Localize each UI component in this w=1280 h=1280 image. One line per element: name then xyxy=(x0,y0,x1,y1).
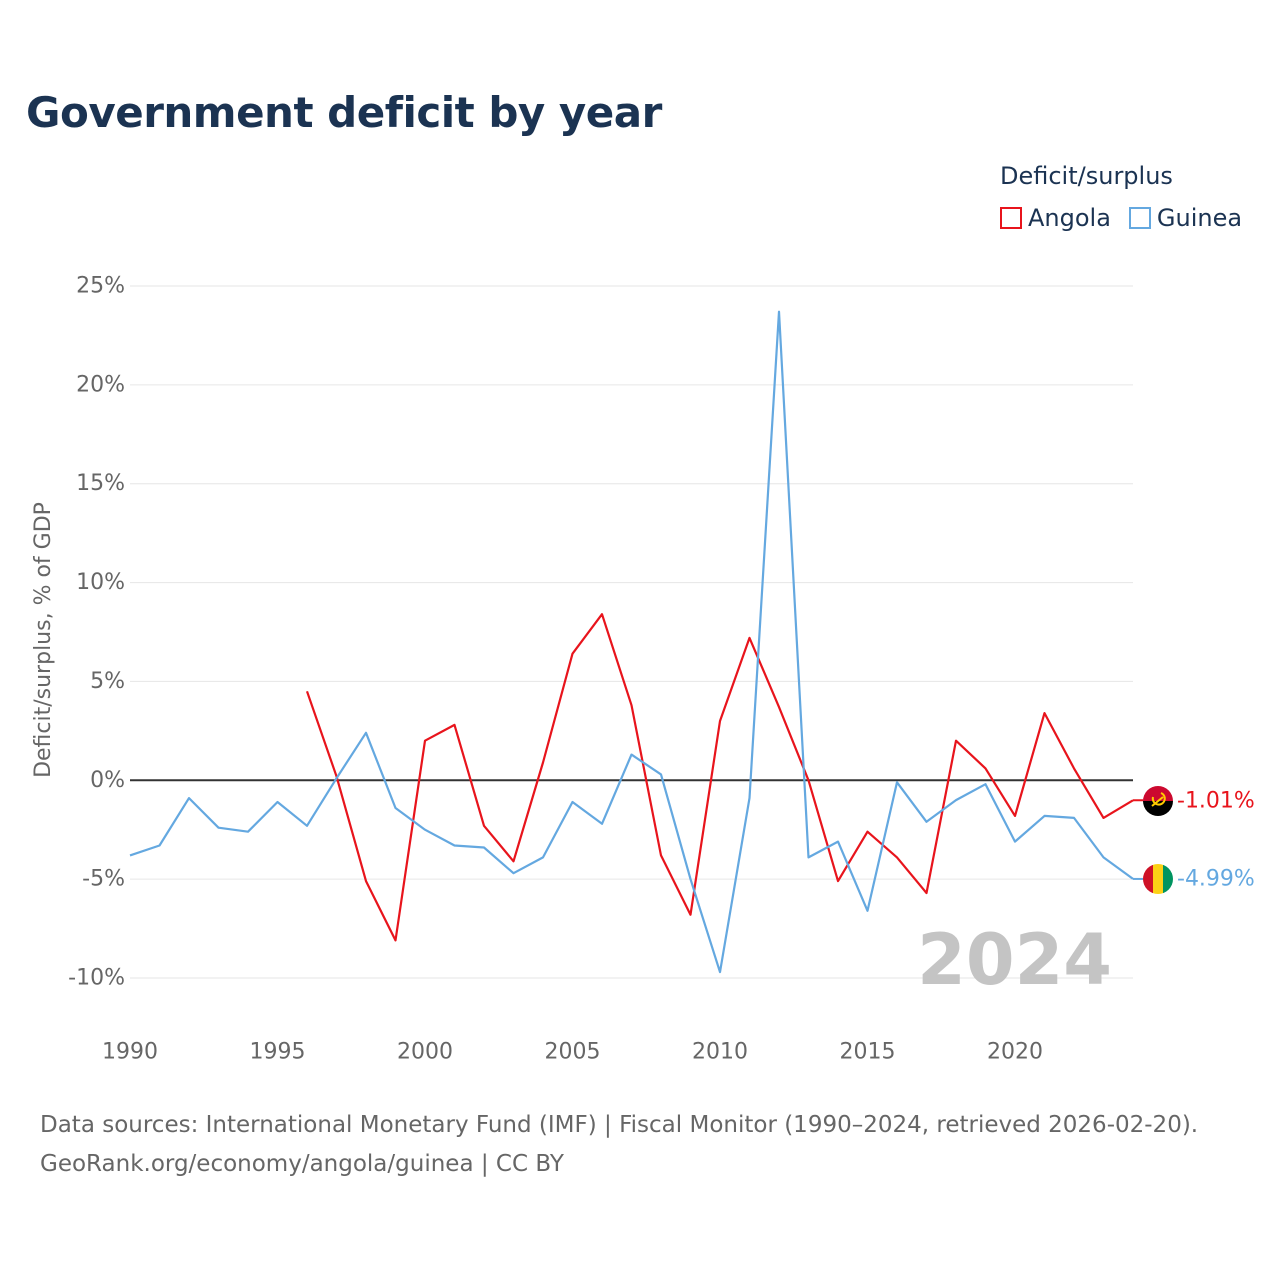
legend-title: Deficit/surplus xyxy=(1000,162,1173,190)
x-tick-label: 1990 xyxy=(102,1040,158,1065)
y-tick-label: 20% xyxy=(76,372,125,397)
legend-label-guinea: Guinea xyxy=(1156,204,1243,232)
series-group xyxy=(129,310,1143,974)
legend-item-angola[interactable]: Angola xyxy=(1000,204,1111,232)
legend: Deficit/surplus Angola Guinea xyxy=(1000,162,1260,232)
guinea-flag-icon xyxy=(1143,864,1173,894)
y-tick-label: 5% xyxy=(90,669,125,694)
chart-title: Government deficit by year xyxy=(26,88,662,137)
y-tick-label: 15% xyxy=(76,471,125,496)
attribution-link[interactable]: GeoRank.org/economy/angola/guinea | CC B… xyxy=(40,1151,564,1177)
x-tick-label: 2010 xyxy=(692,1040,748,1065)
x-tick-label: 1995 xyxy=(250,1040,306,1065)
legend-swatch-guinea xyxy=(1128,207,1151,229)
series-line-angola[interactable] xyxy=(305,613,1134,942)
y-axis-ticks: 25% 20% 15% 10% 5% 0% -5% -10% xyxy=(68,274,125,991)
legend-swatch-angola xyxy=(1000,207,1022,229)
y-tick-label: 10% xyxy=(76,570,125,595)
y-tick-label: 0% xyxy=(90,768,125,793)
x-tick-label: 2015 xyxy=(840,1040,896,1065)
y-axis-label: Deficit/surplus, % of GDP xyxy=(31,502,56,778)
x-axis-ticks: 1990 1995 2000 2005 2010 2015 2020 xyxy=(102,1040,1043,1065)
year-watermark: 2024 xyxy=(917,919,1112,1001)
y-tick-label: 25% xyxy=(76,274,125,299)
grid xyxy=(130,285,1133,979)
x-tick-label: 2000 xyxy=(397,1040,453,1065)
data-source-text: Data sources: International Monetary Fun… xyxy=(40,1112,1199,1138)
footer: Data sources: International Monetary Fun… xyxy=(40,1106,1198,1184)
x-tick-label: 2005 xyxy=(545,1040,601,1065)
y-tick-label: -10% xyxy=(68,966,125,991)
y-tick-label: -5% xyxy=(82,867,125,892)
series-line-guinea[interactable] xyxy=(129,310,1134,974)
guinea-end-label: -4.99% xyxy=(1177,867,1255,892)
legend-label-angola: Angola xyxy=(1028,204,1111,232)
angola-end-label: -1.01% xyxy=(1177,789,1255,814)
x-tick-label: 2020 xyxy=(987,1040,1043,1065)
angola-flag-icon xyxy=(1143,786,1173,816)
legend-item-guinea[interactable]: Guinea xyxy=(1128,204,1243,232)
